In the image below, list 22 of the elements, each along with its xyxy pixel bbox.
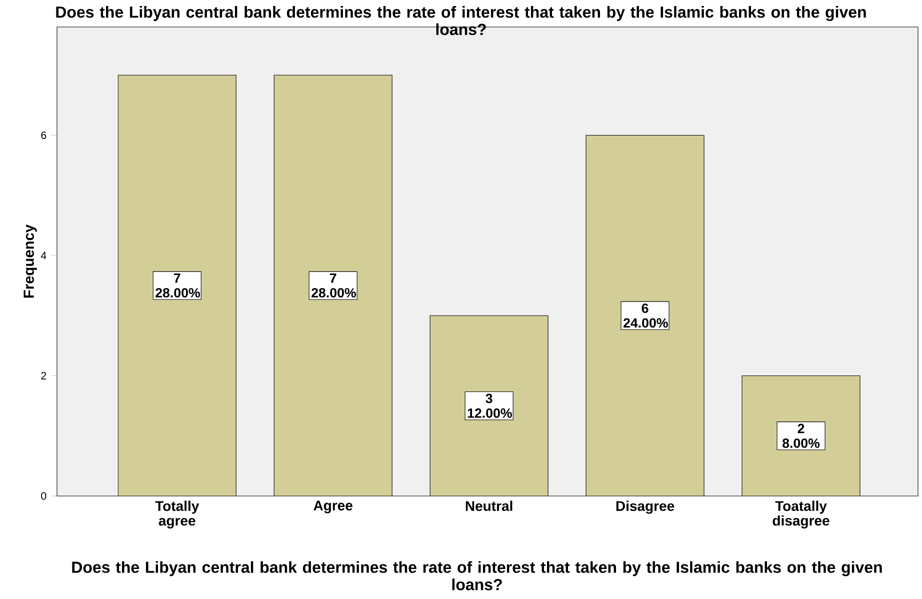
- y-tick-label: 4: [40, 252, 46, 260]
- data-label: 3 12.00%: [468, 394, 512, 418]
- x-tick-label: Totally agree: [155, 500, 200, 528]
- chart-title: Does the Libyan central bank determines the rate of interest that taken by the Islamic banks on the given loans?: [56, 6, 866, 36]
- bar: [742, 375, 860, 496]
- x-axis-title: Does the Libyan central bank determines the rate of interest that taken by the Islamic banks on the given loans?: [72, 561, 882, 590]
- y-tick-label: 2: [41, 372, 46, 380]
- bar: [118, 75, 236, 496]
- data-label: 7 28.00%: [156, 274, 200, 298]
- bar: [586, 134, 704, 496]
- y-tick-label: 6: [41, 131, 46, 139]
- y-tick-label: 0: [41, 492, 46, 500]
- bar: [274, 74, 392, 496]
- data-label: 2 8.00%: [782, 424, 820, 448]
- x-tick-label: Neutral: [466, 500, 512, 511]
- data-label: 7 28.00%: [312, 274, 356, 298]
- y-axis-title: Frequency: [24, 224, 37, 298]
- x-tick-label: Agree: [314, 500, 352, 514]
- bar: [430, 315, 548, 496]
- data-label: 6 24.00%: [623, 304, 668, 328]
- x-tick-label: Toatally disagree: [772, 500, 830, 528]
- x-tick-label: Disagree: [616, 500, 674, 514]
